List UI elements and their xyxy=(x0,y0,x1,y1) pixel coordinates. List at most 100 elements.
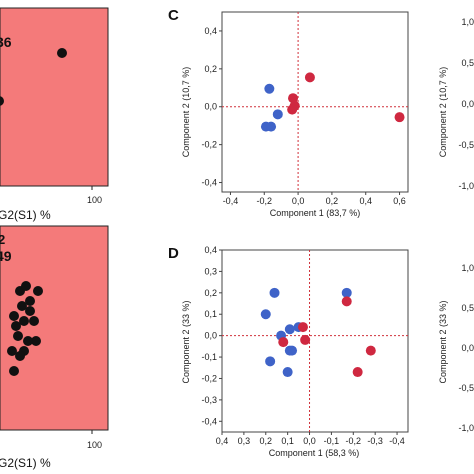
panel-d-y-tick-label: 0,4 xyxy=(204,245,217,255)
panel-d-y-tick-label: 0,0 xyxy=(204,331,217,341)
left-top-panel: 36 100 G2(S1) % xyxy=(0,7,109,222)
right-bottom-y-tick-label: 1,0 xyxy=(461,263,474,273)
panel-d-y-tick-label: -0,1 xyxy=(201,352,217,362)
right-top-partial-panel: Component 2 (10,7 %) 1,0 0,5 0,0 -0,5 -1,0 xyxy=(438,17,474,191)
panel-d-point xyxy=(365,345,376,356)
panel-d-x-tick-label: -0,2 xyxy=(346,436,362,446)
panel-d-x-axis-label: Component 1 (58,3 %) xyxy=(269,448,360,458)
panel-d-point xyxy=(352,367,363,378)
right-bottom-y-axis-label: Component 2 (33 %) xyxy=(438,300,448,383)
panel-d-point xyxy=(300,334,311,345)
left-bottom-x-axis-label: G2(S1) % xyxy=(0,456,51,470)
left-top-point xyxy=(0,96,4,106)
panel-c: C -0,4 -0,2 0,0 0,2 0,4 0,6-0,4-0,20,00,20,4 … xyxy=(168,7,409,218)
panel-c-x-tick-label: -0,4 xyxy=(223,196,239,206)
panel-c-label: C xyxy=(168,7,179,24)
panel-d-point xyxy=(287,345,298,356)
panel-c-y-tick-label: 0,4 xyxy=(204,26,217,36)
panel-d-plot-area xyxy=(221,249,409,433)
left-bottom-point xyxy=(15,351,25,361)
panel-c-point xyxy=(264,83,275,94)
right-top-y-tick-label: 0,5 xyxy=(461,58,474,68)
left-bottom-point xyxy=(21,281,31,291)
panel-d-point xyxy=(269,287,280,298)
panel-d-point xyxy=(341,296,352,307)
panel-d-y-tick-label: 0,1 xyxy=(204,309,217,319)
left-bottom-annotation: 49 xyxy=(0,248,12,264)
right-top-y-tick-label: 0,0 xyxy=(461,99,474,109)
right-top-y-axis-label: Component 2 (10,7 %) xyxy=(438,67,448,158)
panel-c-x-axis-label: Component 1 (83,7 %) xyxy=(270,208,361,218)
panel-d-x-tick-label: 0,1 xyxy=(281,436,294,446)
right-top-y-tick-label: 1,0 xyxy=(461,17,474,27)
panel-c-y-tick-label: -0,2 xyxy=(201,140,217,150)
panel-d-x-tick-label: 0,0 xyxy=(303,436,316,446)
left-bottom-point xyxy=(29,316,39,326)
left-bottom-annotation-partial: 2 xyxy=(0,232,5,247)
panel-d-label: D xyxy=(168,245,179,262)
left-top-x-tick-label: 100 xyxy=(87,195,102,205)
right-top-y-tick-label: -1,0 xyxy=(458,181,474,191)
panel-d-y-axis-label: Component 2 (33 %) xyxy=(181,300,191,383)
right-bottom-y-tick-label: -0,5 xyxy=(458,383,474,393)
panel-d-point xyxy=(341,287,352,298)
left-bottom-point xyxy=(9,366,19,376)
left-bottom-point xyxy=(31,336,41,346)
left-top-x-axis-label: G2(S1) % xyxy=(0,208,51,222)
left-bottom-x-tick-label: 100 xyxy=(87,440,102,450)
right-bottom-y-tick-label: 0,5 xyxy=(461,303,474,313)
panel-d-point xyxy=(282,367,293,378)
panel-d-y-tick-label: -0,3 xyxy=(201,395,217,405)
panel-c-point xyxy=(394,112,405,123)
panel-c-point xyxy=(272,109,283,120)
right-top-y-tick-label: -0,5 xyxy=(458,140,474,150)
panel-d: D 0,4 0,3 0,2 0,1 0,0 -0,1 -0,2 -0,3 -0,4 -0,4 -0,… xyxy=(168,245,409,458)
panel-d-x-tick-label: -0,3 xyxy=(367,436,383,446)
right-bottom-y-tick-label: -1,0 xyxy=(458,423,474,433)
panel-c-x-tick-label: 0,0 xyxy=(292,196,305,206)
panel-c-plot-area xyxy=(221,11,409,193)
panel-d-point xyxy=(284,324,295,335)
left-top-plot-area xyxy=(0,7,109,187)
panel-d-y-tick-label: 0,2 xyxy=(204,288,217,298)
panel-d-x-tick-label: -0,4 xyxy=(389,436,405,446)
panel-c-y-tick-label: 0,0 xyxy=(204,102,217,112)
panel-c-y-tick-label: -0,4 xyxy=(201,178,217,188)
right-bottom-y-tick-label: 0,0 xyxy=(461,343,474,353)
panel-c-x-tick-label: -0,2 xyxy=(257,196,273,206)
panel-c-point xyxy=(266,121,277,132)
left-bottom-point xyxy=(7,346,17,356)
left-bottom-point xyxy=(25,296,35,306)
panel-d-x-tick-label: -0,1 xyxy=(324,436,340,446)
panel-d-point xyxy=(265,356,276,367)
left-bottom-point xyxy=(13,331,23,341)
panel-d-x-tick-label: 0,4 xyxy=(216,436,229,446)
left-top-point xyxy=(57,48,67,58)
panel-c-x-tick-label: 0,4 xyxy=(359,196,372,206)
panel-c-x-tick-label: 0,6 xyxy=(393,196,406,206)
panel-c-point xyxy=(304,72,315,83)
panel-d-y-tick-label: -0,4 xyxy=(201,416,217,426)
panel-d-y-tick-label: 0,3 xyxy=(204,266,217,276)
left-bottom-point xyxy=(33,286,43,296)
panel-c-y-axis-label: Component 2 (10,7 %) xyxy=(181,67,191,158)
panel-c-x-tick-label: 0,2 xyxy=(326,196,339,206)
panel-d-point xyxy=(297,322,308,333)
left-bottom-point xyxy=(17,301,27,311)
left-top-annotation: 36 xyxy=(0,34,12,50)
left-bottom-point xyxy=(23,336,33,346)
panel-c-point xyxy=(288,93,299,104)
left-bottom-point xyxy=(19,316,29,326)
panel-d-point xyxy=(260,309,271,320)
panel-c-y-tick-label: 0,2 xyxy=(204,64,217,74)
left-bottom-point xyxy=(11,321,21,331)
panel-d-x-tick-label: 0,3 xyxy=(238,436,251,446)
panel-d-x-tick-label: 0,2 xyxy=(260,436,273,446)
left-bottom-point xyxy=(25,306,35,316)
panel-c-point xyxy=(287,104,298,115)
panel-d-point xyxy=(278,337,289,348)
left-bottom-point xyxy=(9,311,19,321)
panel-d-y-tick-label: -0,2 xyxy=(201,373,217,383)
right-bottom-partial-panel: Component 2 (33 %) 1,0 0,5 0,0 -0,5 -1,0 xyxy=(438,263,474,433)
